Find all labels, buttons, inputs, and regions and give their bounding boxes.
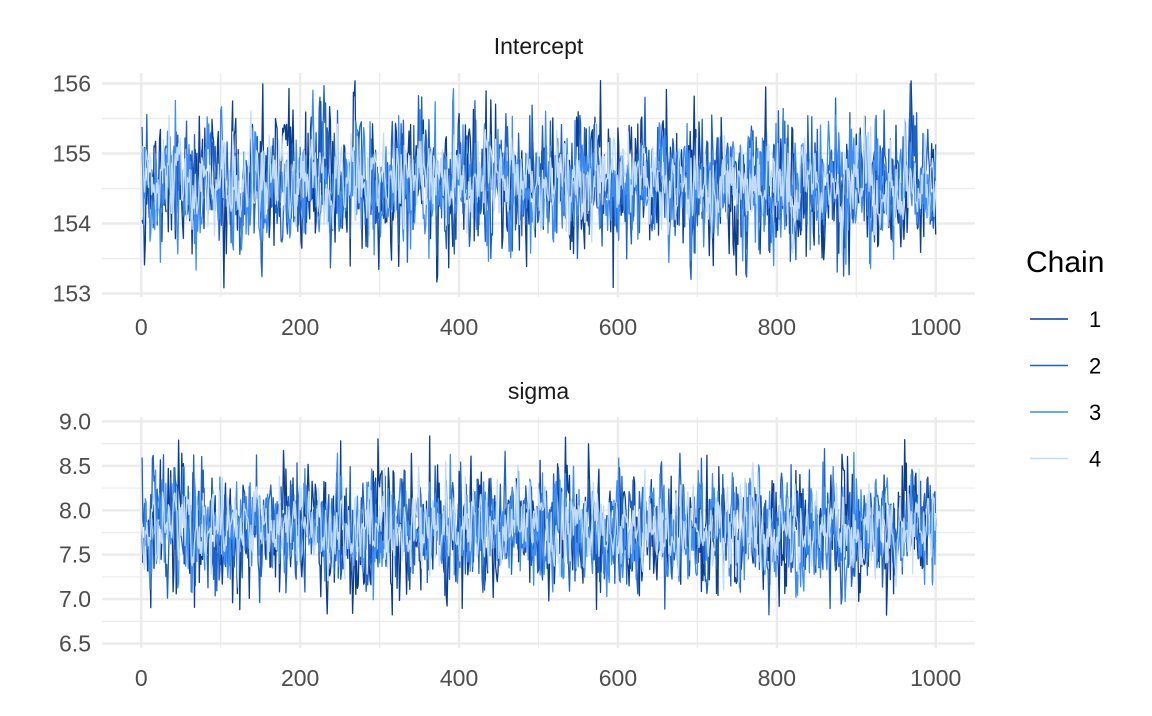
panel-intercept: Intercept 153 154 155 156 0 200 400 600 800 1000 xyxy=(53,33,975,340)
legend-label: 1 xyxy=(1089,307,1101,332)
panel-sigma: sigma 6.5 7.0 7.5 8.0 8.5 9.0 0 200 400 600 800 1000 xyxy=(59,378,975,691)
panel-title: sigma xyxy=(508,378,570,404)
legend-label: 4 xyxy=(1089,447,1101,472)
y-tick-label: 8.0 xyxy=(59,497,91,523)
legend-title: Chain xyxy=(1026,246,1104,279)
trace-line-chain-4 xyxy=(141,461,937,591)
y-tick-label: 7.0 xyxy=(59,586,91,612)
x-tick-label: 600 xyxy=(599,314,637,340)
x-tick-label: 800 xyxy=(758,314,796,340)
y-tick-label: 155 xyxy=(53,141,91,167)
x-tick-label: 400 xyxy=(440,665,478,691)
x-tick-label: 1000 xyxy=(910,314,961,340)
x-tick-label: 0 xyxy=(135,314,148,340)
legend-label: 2 xyxy=(1089,354,1101,379)
panel-title: Intercept xyxy=(494,33,584,59)
x-tick-label: 1000 xyxy=(910,665,961,691)
legend: Chain 1 2 3 4 xyxy=(1026,246,1104,472)
x-tick-label: 200 xyxy=(281,665,319,691)
y-tick-label: 6.5 xyxy=(59,631,91,657)
x-tick-label: 400 xyxy=(440,314,478,340)
y-tick-label: 7.5 xyxy=(59,542,91,568)
x-tick-label: 0 xyxy=(135,665,148,691)
y-tick-label: 153 xyxy=(53,281,91,307)
x-tick-label: 800 xyxy=(758,665,796,691)
y-tick-label: 154 xyxy=(53,211,92,237)
y-tick-label: 156 xyxy=(53,71,91,97)
trace-line-chain-4 xyxy=(141,110,937,256)
y-tick-label: 9.0 xyxy=(59,408,91,434)
y-tick-label: 8.5 xyxy=(59,453,91,479)
legend-label: 3 xyxy=(1089,400,1101,425)
x-tick-label: 200 xyxy=(281,314,319,340)
x-tick-label: 600 xyxy=(599,665,637,691)
